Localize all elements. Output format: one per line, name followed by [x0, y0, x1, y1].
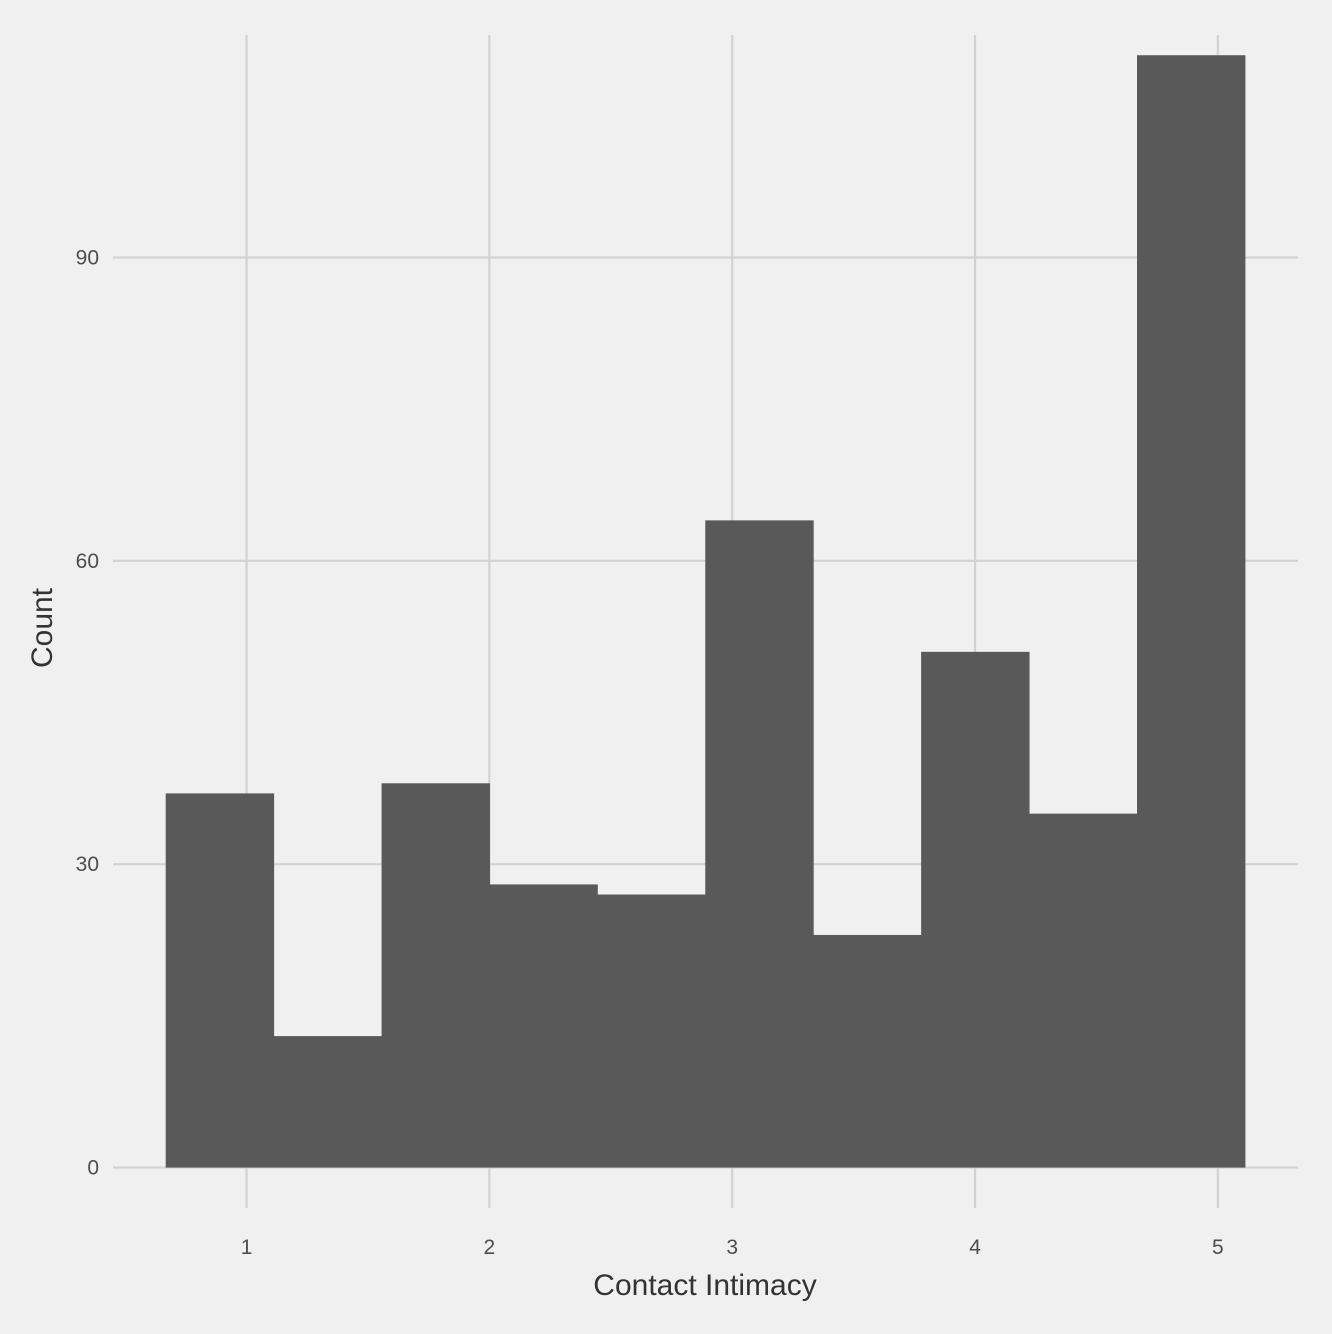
histogram-bar-2 — [273, 1036, 383, 1168]
x-tick-label: 4 — [969, 1236, 981, 1259]
y-tick-label: 30 — [76, 853, 99, 876]
y-tick-label: 0 — [87, 1157, 99, 1180]
histogram-bar-7 — [813, 934, 922, 1168]
histogram-bar-10 — [1137, 55, 1246, 1168]
x-tick-label: 2 — [484, 1236, 496, 1259]
x-tick-label: 5 — [1212, 1236, 1224, 1259]
x-tick-label: 1 — [241, 1236, 253, 1259]
histogram-bar-6 — [705, 520, 814, 1168]
x-axis-ticks: 1 2 3 4 5 — [241, 1236, 1224, 1259]
histogram-bar-4 — [489, 884, 598, 1168]
y-axis-title: Count — [26, 587, 59, 668]
histogram-bar-8 — [921, 651, 1030, 1168]
x-tick-label: 3 — [726, 1236, 738, 1259]
histogram-bar-5 — [597, 894, 706, 1168]
histogram-bar-1 — [165, 793, 275, 1168]
y-tick-label: 60 — [76, 550, 99, 573]
x-axis-title: Contact Intimacy — [593, 1269, 816, 1302]
y-tick-label: 90 — [76, 246, 99, 269]
histogram-bar-3 — [381, 783, 490, 1168]
y-axis-ticks: 0 30 60 90 — [76, 246, 99, 1179]
histogram-bars — [165, 55, 1246, 1168]
histogram-bar-9 — [1028, 813, 1138, 1168]
